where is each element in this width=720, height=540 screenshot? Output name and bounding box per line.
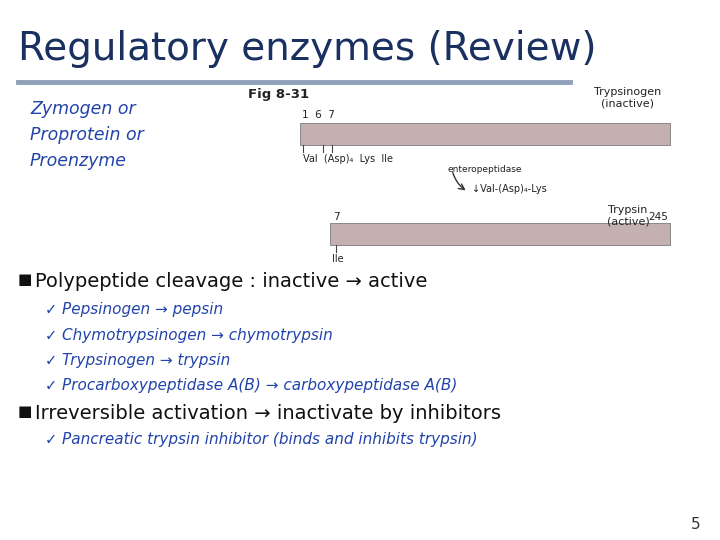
Text: Chymotrypsinogen → chymotrypsin: Chymotrypsinogen → chymotrypsin [62,328,333,343]
Text: ■: ■ [18,404,32,419]
Text: Trypsin
(active): Trypsin (active) [607,205,649,227]
Text: Procarboxypeptidase A(B) → carboxypeptidase A(B): Procarboxypeptidase A(B) → carboxypeptid… [62,378,457,393]
Text: Proenzyme: Proenzyme [30,152,127,170]
Text: ✓: ✓ [45,353,58,368]
Text: ✓: ✓ [45,328,58,343]
Text: enteropeptidase: enteropeptidase [448,165,523,174]
Bar [300,123,670,145]
Text: 5: 5 [690,517,700,532]
Text: Trypsinogen → trypsin: Trypsinogen → trypsin [62,353,230,368]
Text: 7: 7 [333,212,340,222]
Text: Ile: Ile [332,254,343,264]
Text: 245: 245 [648,212,668,222]
Text: Val  (Asp)₄  Lys  Ile: Val (Asp)₄ Lys Ile [303,154,393,164]
Text: ✓: ✓ [45,378,58,393]
Text: Regulatory enzymes (Review): Regulatory enzymes (Review) [18,30,596,68]
Text: Proprotein or: Proprotein or [30,126,144,144]
Text: Polypeptide cleavage : inactive → active: Polypeptide cleavage : inactive → active [35,272,428,291]
Text: 1  6  7: 1 6 7 [302,110,335,120]
Bar [330,223,670,245]
Text: Fig 8-31: Fig 8-31 [248,88,309,101]
Text: ✓: ✓ [45,432,58,447]
Text: Zymogen or: Zymogen or [30,100,135,118]
Text: ■: ■ [18,272,32,287]
Text: ✓: ✓ [45,302,58,317]
Text: ↓Val-(Asp)₄-Lys: ↓Val-(Asp)₄-Lys [472,184,546,194]
Text: Pepsinogen → pepsin: Pepsinogen → pepsin [62,302,223,317]
Text: Irreversible activation → inactivate by inhibitors: Irreversible activation → inactivate by … [35,404,501,423]
Text: Trypsinogen
(inactive): Trypsinogen (inactive) [595,87,662,109]
Text: Pancreatic trypsin inhibitor (binds and inhibits trypsin): Pancreatic trypsin inhibitor (binds and … [62,432,477,447]
